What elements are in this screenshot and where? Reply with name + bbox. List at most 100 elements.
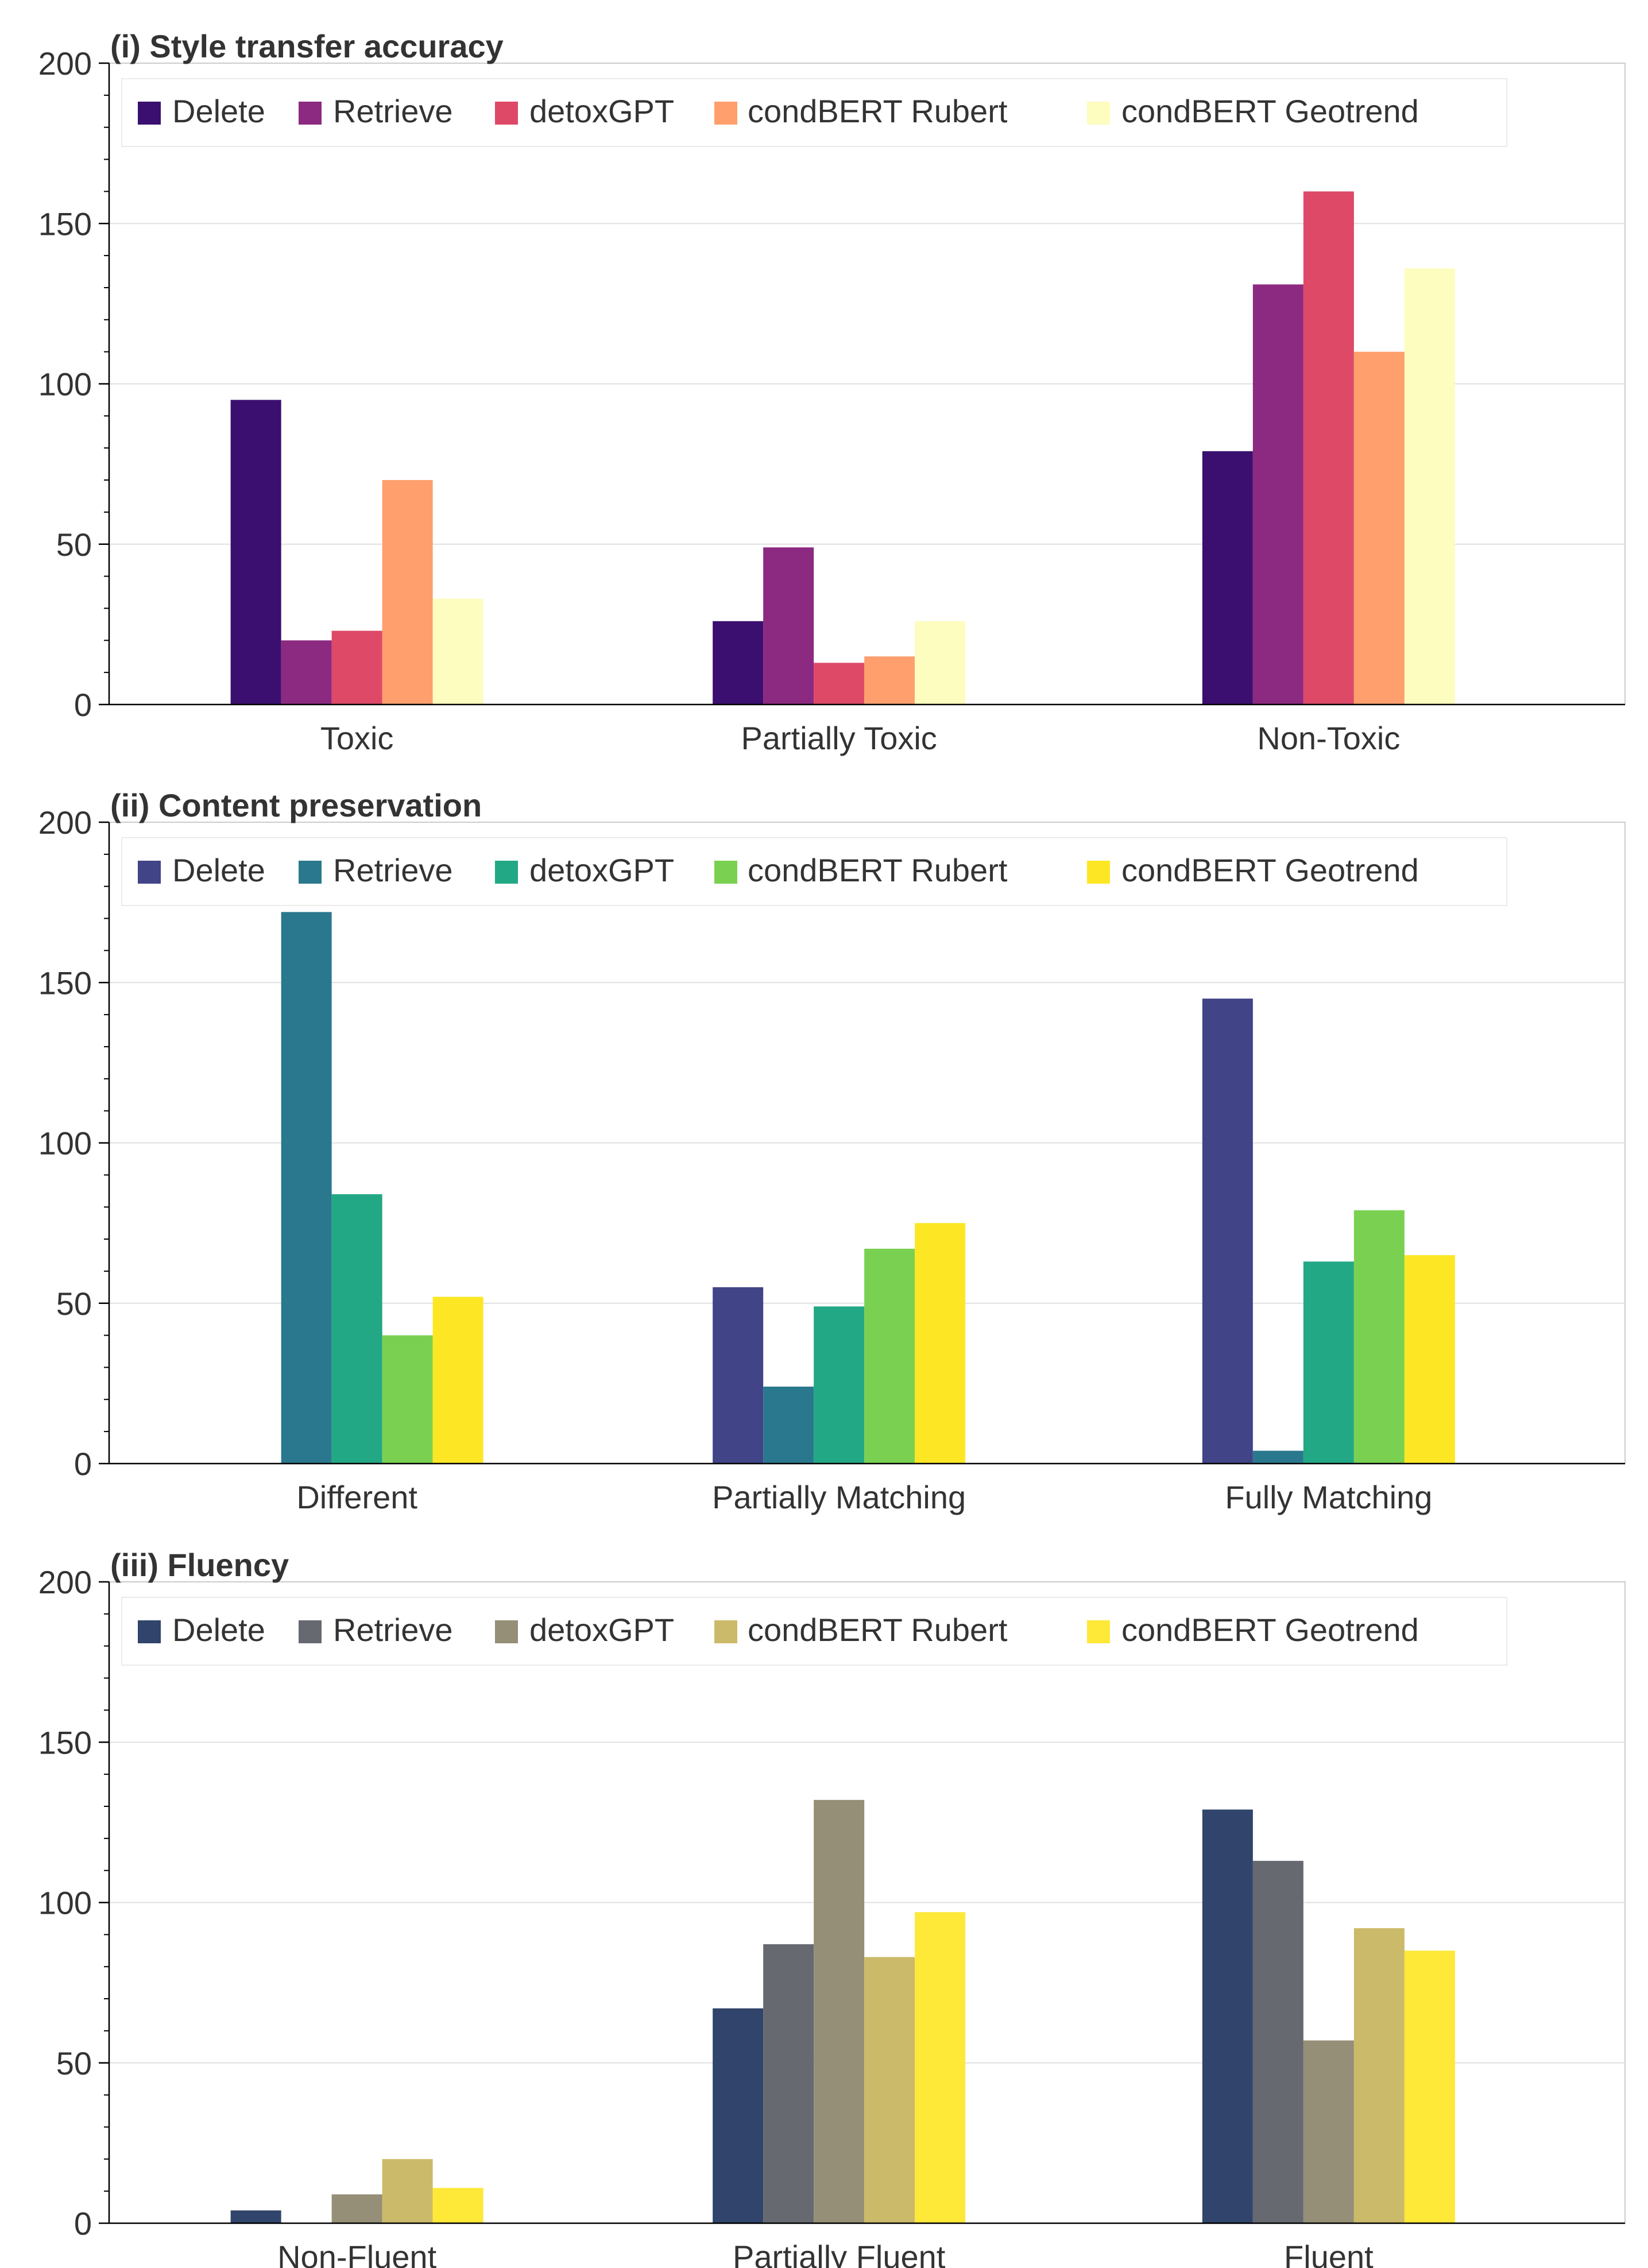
- y-tick-label: 150: [38, 1724, 92, 1760]
- y-tick-label: 50: [56, 1286, 92, 1322]
- chart-panel-2: Different Partially Matching Fully Matchin…: [38, 787, 1626, 1515]
- bar-detoxgpt-partially-toxic: [814, 663, 865, 705]
- legend-label: condBERT Geotrend: [1121, 852, 1419, 888]
- bar-delete-partially-matching: [713, 1287, 764, 1464]
- legend-swatch: [1087, 1620, 1110, 1643]
- bar-delete-partially-toxic: [713, 621, 764, 705]
- legend-label: Delete: [172, 1612, 265, 1648]
- legend-label: condBERT Rubert: [748, 93, 1008, 129]
- legend-label: Retrieve: [333, 1612, 453, 1648]
- bar-condbert-geotrend-partially-matching: [915, 1223, 966, 1464]
- x-tick-label: Different: [296, 1479, 417, 1515]
- y-tick-label: 200: [38, 1564, 92, 1600]
- chart-panel-1: Toxic Partially Toxic Non-Toxic 0 50 100 150 20…: [38, 28, 1626, 756]
- bar-delete-non-toxic: [1202, 451, 1253, 705]
- y-tick-label: 0: [74, 687, 92, 723]
- bar-condbert-geotrend-non-fluent: [432, 2188, 483, 2223]
- legend-label: detoxGPT: [529, 93, 674, 129]
- legend-frame: [121, 1597, 1507, 1666]
- legend-swatch: [299, 1620, 322, 1643]
- bar-delete-toxic: [230, 400, 281, 705]
- legend-swatch: [138, 1620, 161, 1643]
- legend-swatch: [495, 861, 518, 884]
- y-tick-label: 200: [38, 804, 92, 841]
- bar-retrieve-partially-matching: [763, 1386, 814, 1464]
- chart-title: (iii) Fluency: [110, 1547, 289, 1583]
- bar-condbert-rubert-fluent: [1353, 1928, 1405, 2223]
- x-tick-label: Fully Matching: [1225, 1479, 1432, 1515]
- legend-label: Delete: [172, 852, 265, 888]
- legend-label: Retrieve: [333, 852, 453, 888]
- legend-swatch: [299, 861, 322, 884]
- legend-swatch: [138, 861, 161, 884]
- y-tick-label: 0: [74, 1446, 92, 1482]
- bar-detoxgpt-fully-matching: [1303, 1261, 1354, 1464]
- legend-label: condBERT Rubert: [748, 852, 1008, 888]
- bar-retrieve-toxic: [281, 640, 332, 705]
- y-tick-label: 50: [56, 2045, 92, 2081]
- x-tick-label: Non-Toxic: [1257, 720, 1400, 756]
- bar-condbert-geotrend-partially-fluent: [915, 1912, 966, 2223]
- bar-detoxgpt-toxic: [331, 630, 382, 705]
- y-tick-label: 150: [38, 206, 92, 242]
- legend-label: detoxGPT: [529, 852, 674, 888]
- bar-detoxgpt-non-toxic: [1303, 191, 1354, 705]
- bar-condbert-geotrend-different: [432, 1296, 483, 1464]
- legend-swatch: [138, 102, 161, 125]
- legend-swatch: [1087, 102, 1110, 125]
- bar-condbert-rubert-non-toxic: [1353, 351, 1405, 705]
- bar-condbert-geotrend-fluent: [1404, 1950, 1455, 2223]
- bar-delete-non-fluent: [230, 2210, 281, 2223]
- legend-swatch: [714, 861, 737, 884]
- bar-detoxgpt-fluent: [1303, 2040, 1354, 2223]
- bar-condbert-geotrend-fully-matching: [1404, 1255, 1455, 1464]
- legend-label: condBERT Geotrend: [1121, 1612, 1419, 1648]
- bar-condbert-rubert-different: [382, 1335, 433, 1464]
- bar-condbert-rubert-partially-matching: [864, 1248, 915, 1464]
- chart-panel-3: Non-Fluent Partially Fluent Fluent 0 50 100 15…: [38, 1547, 1626, 2268]
- bar-detoxgpt-partially-matching: [814, 1306, 865, 1464]
- y-tick-label: 200: [38, 45, 92, 82]
- legend-frame: [121, 78, 1507, 147]
- chart-title: (i) Style transfer accuracy: [110, 28, 504, 64]
- legend: Delete Retrieve detoxGPT condBERT Rubert con…: [121, 78, 1507, 147]
- y-tick-label: 100: [38, 366, 92, 402]
- x-tick-label: Partially Toxic: [741, 720, 937, 756]
- legend-swatch: [495, 1620, 518, 1643]
- legend-label: condBERT Geotrend: [1121, 93, 1419, 129]
- bar-condbert-rubert-non-fluent: [382, 2159, 433, 2223]
- bar-retrieve-partially-fluent: [763, 1944, 814, 2223]
- bar-retrieve-different: [281, 912, 332, 1464]
- legend: Delete Retrieve detoxGPT condBERT Rubert con…: [121, 1597, 1507, 1666]
- bar-condbert-geotrend-non-toxic: [1404, 268, 1455, 705]
- bar-retrieve-partially-toxic: [763, 547, 814, 705]
- legend-label: Retrieve: [333, 93, 453, 129]
- legend-swatch: [495, 102, 518, 125]
- legend-label: detoxGPT: [529, 1612, 674, 1648]
- bar-delete-partially-fluent: [713, 2008, 764, 2223]
- x-tick-label: Partially Fluent: [733, 2239, 946, 2268]
- legend-label: Delete: [172, 93, 265, 129]
- legend-swatch: [714, 1620, 737, 1643]
- legend-swatch: [714, 102, 737, 125]
- y-tick-label: 50: [56, 527, 92, 563]
- legend-label: condBERT Rubert: [748, 1612, 1008, 1648]
- bar-retrieve-fluent: [1252, 1860, 1303, 2223]
- bar-retrieve-non-toxic: [1252, 284, 1303, 705]
- y-tick-label: 100: [38, 1125, 92, 1162]
- x-tick-label: Toxic: [320, 720, 394, 756]
- x-tick-label: Fluent: [1284, 2239, 1374, 2268]
- x-tick-label: Partially Matching: [712, 1479, 966, 1515]
- legend: Delete Retrieve detoxGPT condBERT Rubert con…: [121, 837, 1507, 906]
- bar-delete-fully-matching: [1202, 998, 1253, 1464]
- y-tick-label: 150: [38, 965, 92, 1001]
- bar-condbert-geotrend-toxic: [432, 598, 483, 705]
- bar-condbert-rubert-partially-toxic: [864, 656, 915, 705]
- bar-detoxgpt-partially-fluent: [814, 1799, 865, 2223]
- y-tick-label: 0: [74, 2205, 92, 2242]
- chart-title: (ii) Content preservation: [110, 787, 482, 823]
- legend-swatch: [1087, 861, 1110, 884]
- bar-retrieve-fully-matching: [1252, 1450, 1303, 1464]
- bar-delete-fluent: [1202, 1809, 1253, 2223]
